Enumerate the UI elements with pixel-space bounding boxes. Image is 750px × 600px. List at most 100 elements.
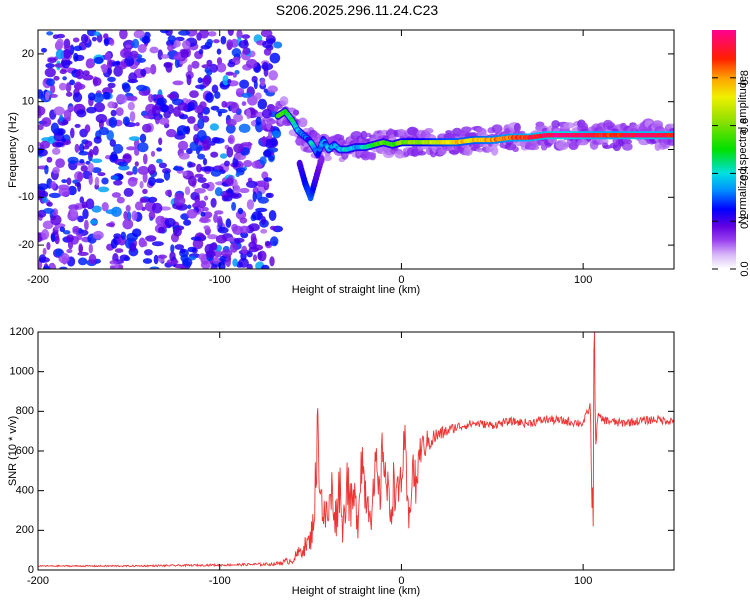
noise-cell bbox=[137, 44, 147, 53]
noise-cell bbox=[67, 156, 79, 165]
noise-cell bbox=[139, 133, 147, 143]
noise-cell bbox=[97, 172, 106, 177]
noise-cell bbox=[45, 78, 56, 86]
ridge-halo bbox=[669, 127, 674, 133]
noise-cell bbox=[261, 216, 266, 225]
spectrogram-y-axis-label: Frequency (Hz) bbox=[7, 112, 19, 188]
y-tick-label: 200 bbox=[16, 524, 34, 536]
snr-frame bbox=[37, 331, 675, 571]
noise-cell bbox=[76, 109, 87, 118]
noise-cell bbox=[48, 262, 57, 269]
noise-cell bbox=[109, 265, 115, 269]
noise-cell bbox=[246, 58, 258, 69]
noise-cell bbox=[143, 114, 155, 119]
noise-cell bbox=[53, 75, 60, 81]
noise-cell bbox=[233, 237, 245, 243]
noise-cell bbox=[140, 198, 149, 203]
noise-cell bbox=[46, 156, 53, 163]
ridge-halo bbox=[512, 146, 519, 153]
noise-cell bbox=[195, 84, 207, 90]
noise-cell bbox=[242, 47, 251, 55]
noise-cell bbox=[115, 60, 121, 66]
noise-cell bbox=[41, 229, 50, 240]
snr-series-line bbox=[38, 332, 674, 568]
noise-cell bbox=[48, 192, 61, 199]
ridge-halo bbox=[323, 155, 332, 162]
noise-cell bbox=[238, 40, 249, 49]
noise-cell bbox=[38, 254, 47, 263]
noise-cell bbox=[92, 77, 102, 86]
noise-cell bbox=[187, 116, 196, 124]
noise-cell bbox=[52, 34, 60, 39]
noise-cell bbox=[206, 59, 213, 67]
noise-cell bbox=[259, 156, 267, 166]
noise-cell bbox=[67, 185, 77, 196]
noise-cell bbox=[241, 92, 252, 98]
noise-cell bbox=[108, 116, 118, 128]
noise-cell bbox=[219, 153, 228, 159]
noise-cell bbox=[156, 97, 167, 106]
noise-cell bbox=[79, 159, 85, 164]
noise-cell bbox=[177, 140, 189, 151]
noise-cell bbox=[207, 31, 217, 37]
noise-cell bbox=[198, 48, 204, 55]
noise-cell bbox=[233, 184, 241, 194]
noise-cell bbox=[134, 147, 140, 156]
noise-cell bbox=[183, 219, 192, 226]
noise-cell bbox=[239, 225, 250, 234]
noise-cell bbox=[268, 155, 275, 161]
noise-cell bbox=[55, 248, 63, 257]
noise-cell bbox=[264, 240, 271, 247]
noise-cell bbox=[74, 104, 82, 111]
noise-cell bbox=[94, 102, 105, 113]
noise-cell bbox=[137, 142, 149, 153]
noise-cell bbox=[257, 98, 268, 110]
noise-cell bbox=[215, 234, 227, 244]
noise-cell bbox=[211, 84, 219, 94]
noise-cell bbox=[240, 231, 249, 239]
noise-cell bbox=[54, 235, 60, 245]
noise-cell bbox=[150, 150, 156, 157]
noise-cell bbox=[92, 145, 99, 156]
noise-cell bbox=[158, 162, 167, 169]
noise-cell bbox=[55, 158, 65, 169]
noise-cell bbox=[113, 180, 123, 186]
noise-cell bbox=[119, 30, 128, 40]
y-tick-label: 1000 bbox=[10, 366, 34, 378]
noise-cell bbox=[157, 226, 165, 234]
noise-cell bbox=[263, 149, 272, 158]
noise-cell bbox=[111, 175, 119, 180]
noise-cell bbox=[74, 182, 81, 187]
noise-cell bbox=[129, 242, 137, 252]
noise-cell bbox=[187, 64, 193, 73]
noise-cell bbox=[127, 101, 135, 111]
noise-cell bbox=[212, 256, 220, 264]
noise-cell bbox=[261, 135, 267, 147]
noise-cell bbox=[50, 181, 57, 190]
y-tick-label: 400 bbox=[16, 485, 34, 497]
noise-cell bbox=[51, 147, 61, 155]
noise-cell bbox=[126, 146, 137, 151]
noise-cell bbox=[235, 167, 246, 173]
ridge-halo bbox=[476, 148, 484, 153]
noise-cell bbox=[89, 149, 94, 158]
noise-cell bbox=[172, 80, 184, 86]
noise-cell bbox=[42, 220, 54, 230]
noise-cell bbox=[136, 57, 147, 63]
noise-cell bbox=[61, 179, 68, 184]
noise-cell bbox=[184, 186, 191, 196]
noise-cell bbox=[143, 153, 148, 165]
noise-cell bbox=[179, 114, 189, 120]
noise-cell bbox=[180, 49, 189, 59]
noise-cell bbox=[170, 244, 175, 253]
noise-cell bbox=[205, 92, 214, 103]
noise-cell bbox=[222, 75, 229, 86]
noise-cell bbox=[58, 82, 67, 91]
noise-cell bbox=[236, 88, 245, 93]
noise-cell bbox=[257, 180, 267, 187]
noise-cell bbox=[225, 188, 234, 193]
noise-cell bbox=[101, 177, 109, 185]
noise-cell bbox=[210, 197, 217, 208]
noise-cell bbox=[148, 211, 156, 220]
